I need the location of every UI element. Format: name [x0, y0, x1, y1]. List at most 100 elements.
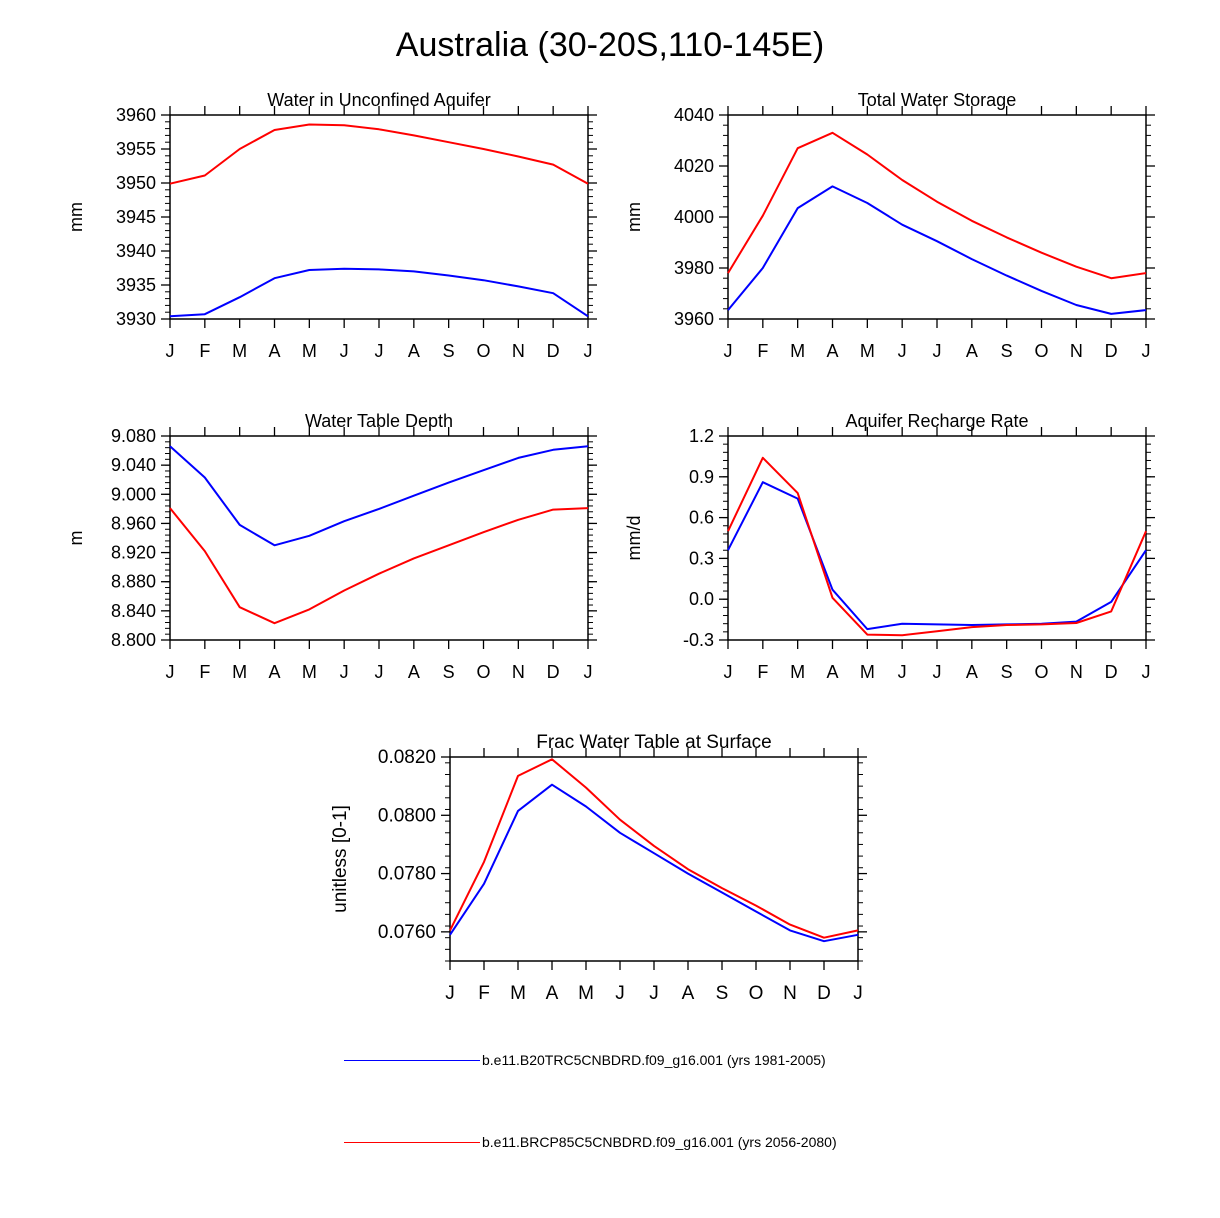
- x-tick-label: J: [1142, 662, 1151, 682]
- x-tick-label: F: [478, 983, 490, 1004]
- x-tick-label: A: [966, 341, 978, 361]
- plot-frame: [727, 114, 1147, 320]
- legend-line-rcp85: [344, 1142, 480, 1143]
- y-tick-label: 3930: [116, 309, 156, 329]
- y-axis-label: mm/d: [624, 516, 644, 561]
- plot-frame: [727, 435, 1147, 641]
- x-tick-label: F: [757, 662, 768, 682]
- y-tick-label: 3940: [116, 241, 156, 261]
- series-line-rcp85: [169, 123, 589, 185]
- y-tick-label: 9.040: [111, 455, 156, 475]
- x-tick-label: F: [199, 341, 210, 361]
- x-tick-label: F: [757, 341, 768, 361]
- y-tick-label: 8.800: [111, 630, 156, 650]
- series-line-historical: [169, 445, 589, 547]
- chart-1: Water in Unconfined Aquifer mm J F M A M J J A S O N…: [66, 90, 597, 361]
- x-tick-label: N: [1070, 662, 1083, 682]
- x-tick-label: D: [1105, 341, 1118, 361]
- series-line-historical: [727, 481, 1147, 631]
- x-tick-label: S: [443, 662, 455, 682]
- x-tick-label: A: [682, 983, 695, 1004]
- x-tick-label: J: [933, 341, 942, 361]
- legend-label-rcp85: b.e11.BRCP85C5CNBDRD.f09_g16.001 (yrs 20…: [482, 1134, 837, 1150]
- legend-line-historical: [344, 1060, 480, 1061]
- chart-title: Water Table Depth: [305, 411, 453, 431]
- x-tick-label: J: [898, 341, 907, 361]
- x-tick-label: N: [512, 662, 525, 682]
- y-axis-label: unitless [0-1]: [330, 805, 351, 913]
- y-tick-label: 0.0780: [378, 864, 436, 885]
- x-tick-label: A: [826, 662, 838, 682]
- y-tick-label: 4040: [674, 105, 714, 125]
- x-tick-label: J: [853, 983, 863, 1004]
- y-tick-label: 9.080: [111, 426, 156, 446]
- chart-title: Water in Unconfined Aquifer: [267, 90, 490, 110]
- x-tick-label: J: [340, 662, 349, 682]
- series-line-historical: [169, 267, 589, 318]
- x-tick-label: J: [375, 341, 384, 361]
- y-axis-label: mm: [66, 202, 86, 232]
- y-tick-label: 0.0760: [378, 922, 436, 943]
- x-tick-label: S: [1001, 662, 1013, 682]
- x-tick-label: D: [1105, 662, 1118, 682]
- x-tick-label: J: [375, 662, 384, 682]
- x-tick-label: A: [268, 662, 280, 682]
- x-tick-label: O: [476, 341, 490, 361]
- x-tick-label: A: [546, 983, 559, 1004]
- series-line-rcp85: [169, 507, 589, 625]
- x-tick-label: J: [584, 341, 593, 361]
- x-tick-label: O: [1034, 662, 1048, 682]
- x-tick-label: J: [584, 662, 593, 682]
- chart-4: Aquifer Recharge Rate mm/d J F M A M J J A S O N D J -0…: [624, 411, 1155, 682]
- chart-title: Total Water Storage: [858, 90, 1016, 110]
- x-tick-label: M: [860, 341, 875, 361]
- x-tick-label: A: [826, 341, 838, 361]
- y-axis-label: m: [66, 531, 86, 546]
- x-tick-label: J: [615, 983, 625, 1004]
- x-tick-label: A: [268, 341, 280, 361]
- y-tick-label: 3955: [116, 139, 156, 159]
- y-tick-label: 3960: [116, 105, 156, 125]
- y-tick-label: 1.2: [689, 426, 714, 446]
- chart-title: Frac Water Table at Surface: [536, 732, 772, 753]
- x-tick-label: O: [749, 983, 764, 1004]
- y-tick-label: 8.960: [111, 513, 156, 533]
- x-tick-label: F: [199, 662, 210, 682]
- y-tick-label: 3960: [674, 309, 714, 329]
- x-tick-label: A: [966, 662, 978, 682]
- x-tick-label: S: [443, 341, 455, 361]
- chart-2: Total Water Storage mm J F M A M J J A S O N D J 3960 39…: [624, 90, 1155, 361]
- y-tick-label: 0.0800: [378, 805, 436, 826]
- series-line-rcp85: [727, 456, 1147, 637]
- x-tick-label: J: [724, 341, 733, 361]
- y-tick-label: 0.0820: [378, 747, 436, 768]
- x-tick-label: J: [166, 341, 175, 361]
- x-tick-label: N: [1070, 341, 1083, 361]
- x-tick-label: J: [898, 662, 907, 682]
- x-tick-label: M: [790, 662, 805, 682]
- y-tick-label: 8.920: [111, 543, 156, 563]
- x-tick-label: M: [578, 983, 594, 1004]
- series-line-historical: [449, 783, 859, 943]
- x-tick-label: O: [476, 662, 490, 682]
- y-tick-label: 9.000: [111, 484, 156, 504]
- x-tick-label: S: [716, 983, 729, 1004]
- x-tick-label: M: [232, 341, 247, 361]
- x-tick-label: J: [1142, 341, 1151, 361]
- y-tick-label: 4000: [674, 207, 714, 227]
- x-tick-label: J: [445, 983, 455, 1004]
- y-tick-label: 0.3: [689, 548, 714, 568]
- x-tick-label: M: [302, 662, 317, 682]
- y-tick-label: 8.880: [111, 572, 156, 592]
- x-tick-label: A: [408, 341, 420, 361]
- chart-5: Frac Water Table at Surface unitless [0-1…: [330, 732, 867, 1004]
- y-tick-label: 0.6: [689, 508, 714, 528]
- y-tick-label: 3980: [674, 258, 714, 278]
- y-tick-label: 3935: [116, 275, 156, 295]
- y-tick-label: 0.9: [689, 467, 714, 487]
- chart-title: Aquifer Recharge Rate: [845, 411, 1028, 431]
- series-line-historical: [727, 185, 1147, 315]
- x-tick-label: J: [166, 662, 175, 682]
- x-tick-label: A: [408, 662, 420, 682]
